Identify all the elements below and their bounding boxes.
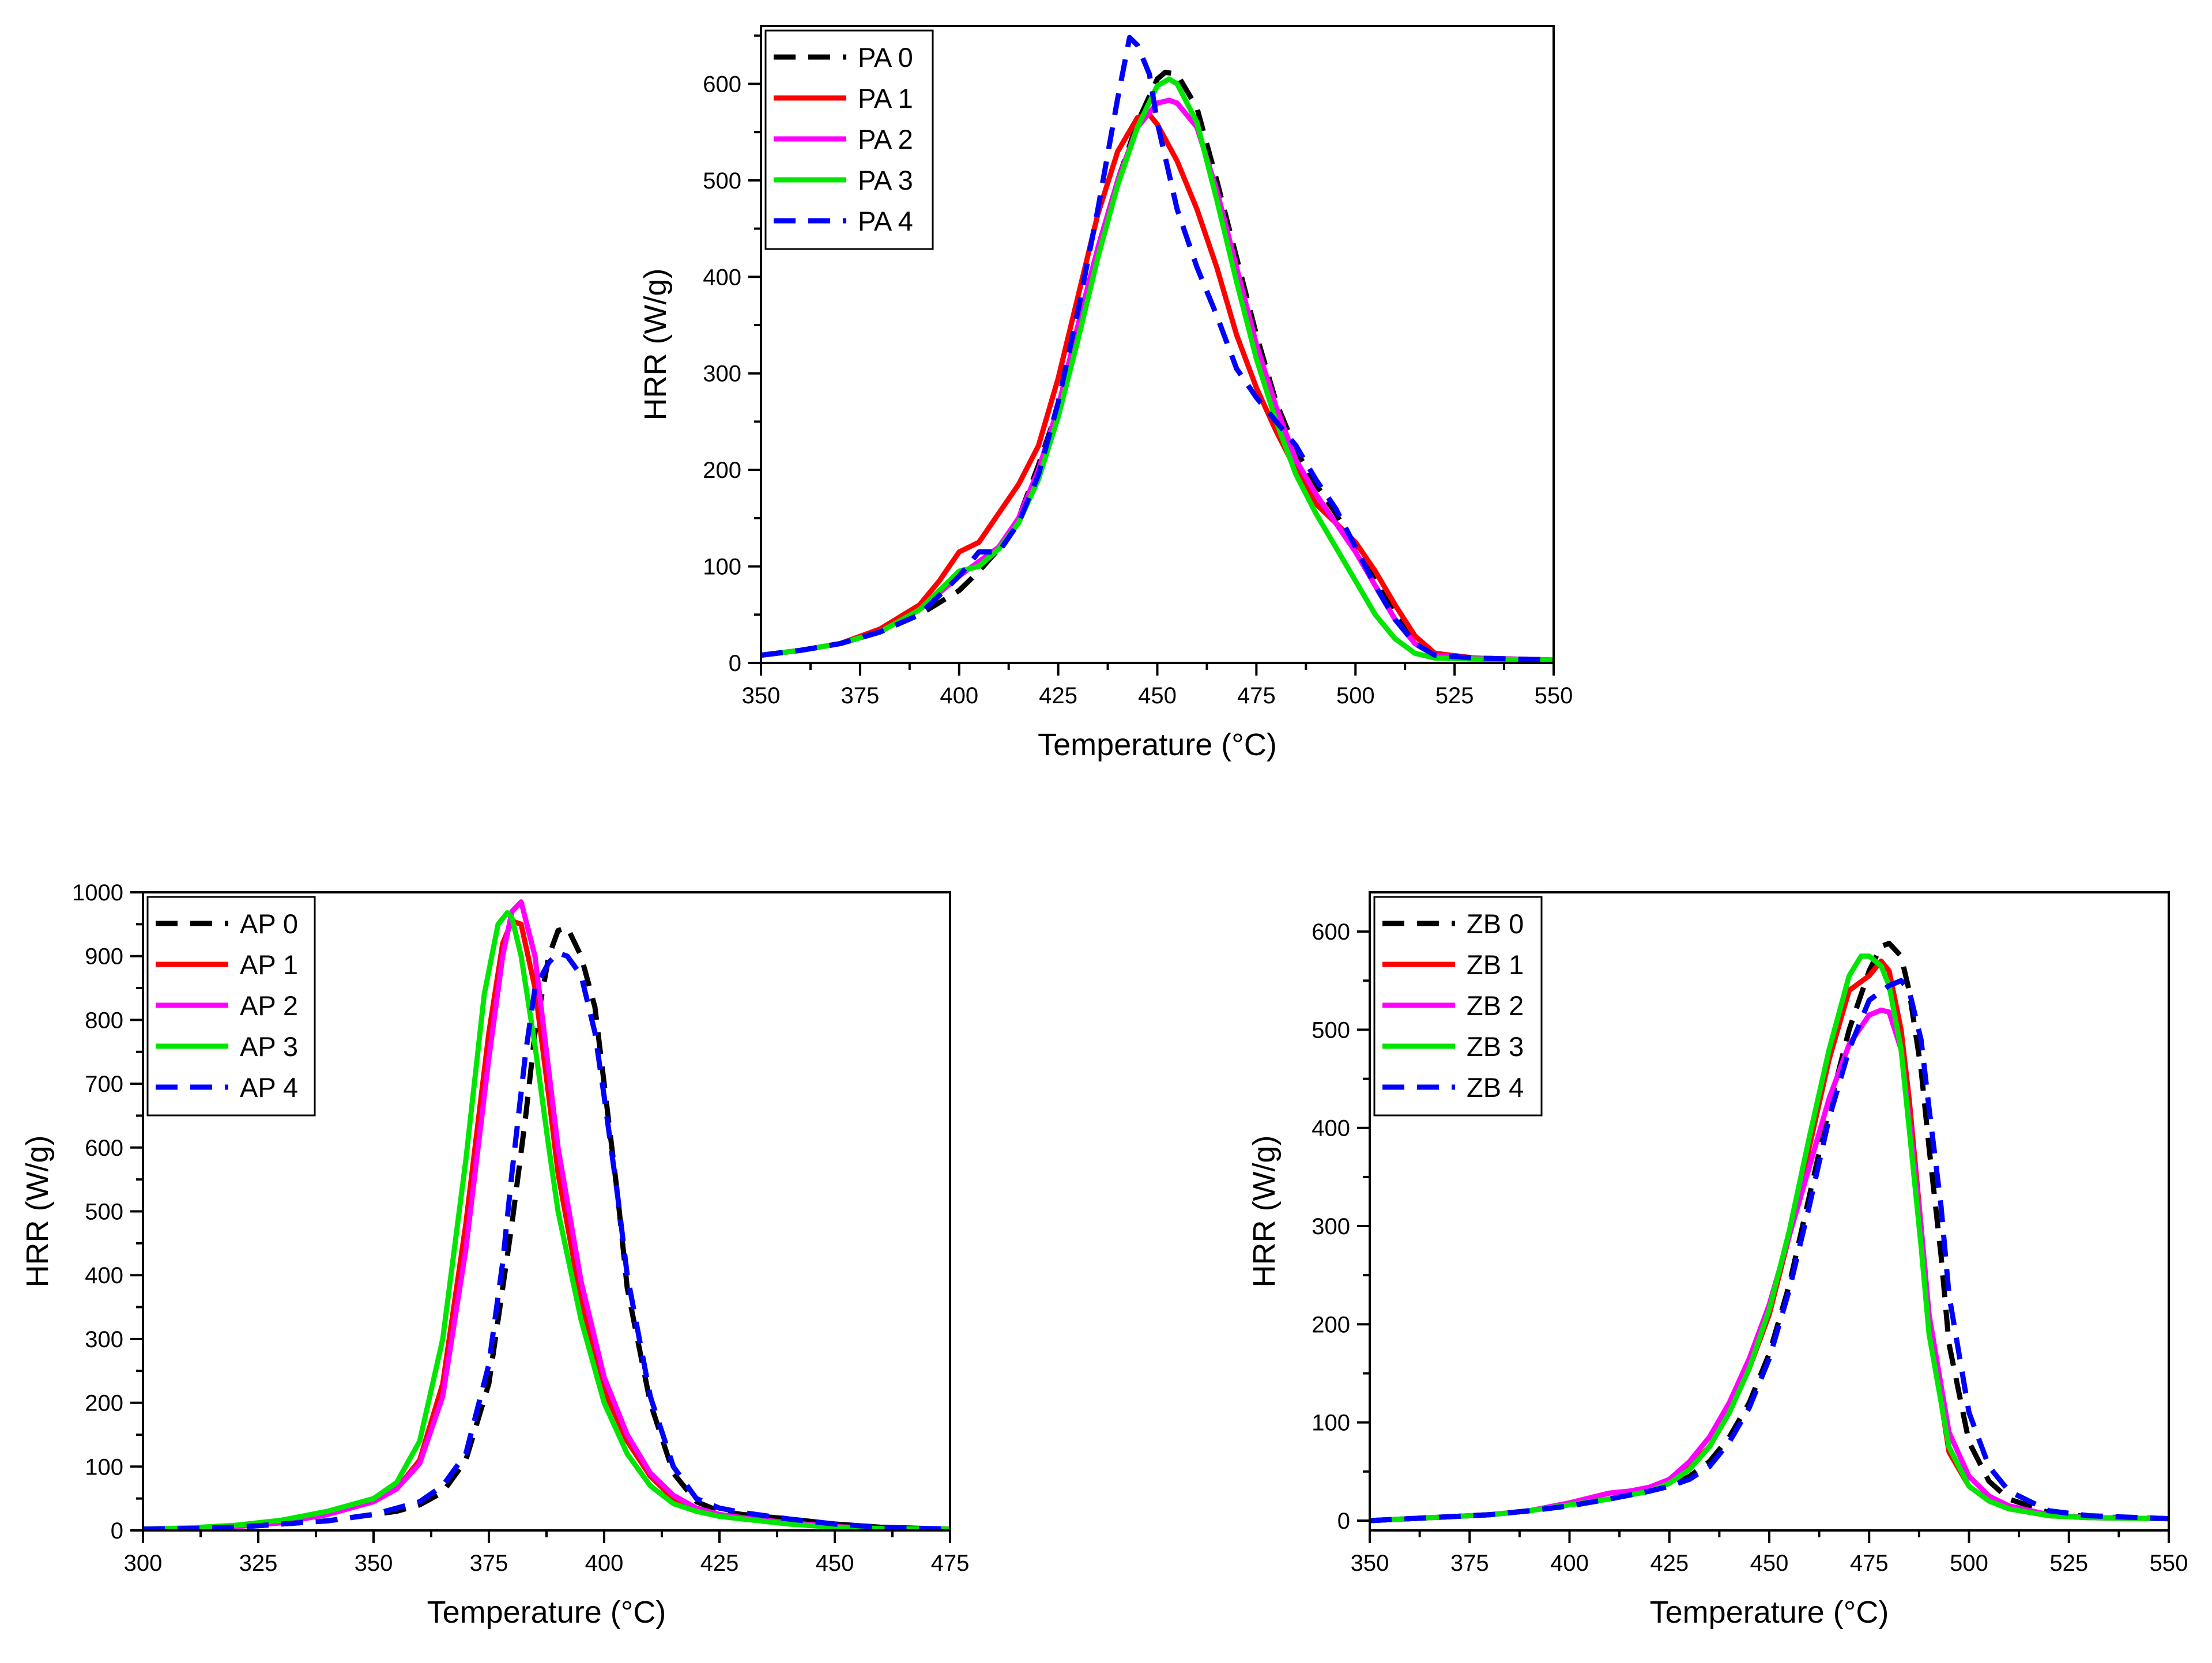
ap-legend: AP 0 AP 1 AP 2 AP 3 AP 4 [146, 896, 316, 1117]
zb-x-tick-label: 375 [1450, 1551, 1489, 1576]
ap-y-tick-label: 300 [85, 1327, 123, 1352]
pa-series-group [761, 35, 1554, 663]
ap-plot-frame [142, 891, 951, 1532]
zb-y-axis-title: HRR (W/g) [1247, 1136, 1282, 1288]
ap-y-tick-label: 200 [85, 1391, 123, 1416]
pa-chart: 350 375 400 425 450 475 500 525 550 0 100 200 300 400… [638, 25, 1573, 762]
pa-y-tick-label: 0 [729, 651, 741, 676]
pa-x-axis-title: Temperature (°C) [1038, 727, 1277, 762]
zb-x-axis-title: Temperature (°C) [1650, 1595, 1889, 1630]
ap-x-tick-label: 450 [816, 1551, 854, 1576]
zb-y-tick-label: 300 [1312, 1214, 1350, 1239]
ap-series-line-ap-0 [143, 925, 950, 1530]
pa-series-line-pa-4 [761, 35, 1554, 663]
ap-y-tick-label: 800 [85, 1008, 123, 1033]
zb-x-tick-label: 450 [1750, 1551, 1789, 1576]
zb-x-tick-label: 350 [1351, 1551, 1389, 1576]
zb-legend-label: ZB 2 [1467, 990, 1524, 1021]
ap-y-tick-label: 500 [85, 1200, 123, 1225]
pa-x-tick-label: 450 [1138, 683, 1177, 708]
ap-series-line-ap-4 [143, 950, 950, 1530]
pa-x-tick-label: 525 [1435, 683, 1474, 708]
ap-legend-label: AP 0 [240, 908, 298, 939]
ap-y-axis-title: HRR (W/g) [20, 1136, 55, 1288]
pa-y-tick-label: 500 [703, 168, 741, 194]
pa-legend: PA 0 PA 1 PA 2 PA 3 PA 4 [764, 29, 934, 250]
pa-y-tick-label: 400 [703, 265, 741, 290]
pa-x-tick-label: 400 [940, 683, 978, 708]
pa-y-tick-label: 100 [703, 555, 741, 580]
ap-legend-label: AP 4 [240, 1072, 298, 1103]
pa-x-tick-label: 475 [1237, 683, 1276, 708]
ap-x-tick-label: 375 [470, 1551, 508, 1576]
ap-x-tick-label: 325 [239, 1551, 278, 1576]
pa-legend-label: PA 4 [858, 206, 913, 236]
zb-y-tick-label: 0 [1337, 1509, 1350, 1534]
pa-legend-label: PA 2 [858, 124, 913, 154]
zb-series-group [1370, 941, 2169, 1524]
ap-x-tick-label: 425 [700, 1551, 739, 1576]
zb-legend-label: ZB 4 [1467, 1072, 1524, 1103]
zb-y-tick-label: 200 [1312, 1312, 1350, 1337]
zb-x-tick-label: 550 [2150, 1551, 2188, 1576]
zb-y-tick-label: 500 [1312, 1017, 1350, 1043]
ap-series-group [143, 899, 950, 1530]
zb-chart: 350 375 400 425 450 475 500 525 550 0 100 200 300 400… [1247, 891, 2188, 1630]
zb-y-tick-label: 400 [1312, 1116, 1350, 1141]
zb-x-tick-label: 525 [2049, 1551, 2088, 1576]
zb-series-line-zb-4 [1370, 978, 2169, 1524]
pa-y-tick-label: 600 [703, 71, 741, 97]
ap-x-tick-label: 400 [585, 1551, 624, 1576]
pa-legend-label: PA 0 [858, 42, 913, 73]
ap-y-tick-label: 0 [111, 1518, 123, 1544]
zb-legend: ZB 0 ZB 1 ZB 2 ZB 3 ZB 4 [1373, 896, 1543, 1117]
zb-legend-label: ZB 1 [1467, 949, 1524, 980]
ap-y-tick-label: 400 [85, 1263, 123, 1288]
pa-legend-label: PA 3 [858, 165, 913, 195]
ap-x-tick-label: 475 [931, 1551, 970, 1576]
zb-x-tick-label: 425 [1650, 1551, 1689, 1576]
ap-y-tick-label: 900 [85, 944, 123, 970]
zb-x-tick-label: 500 [1950, 1551, 1988, 1576]
ap-series-line-ap-3 [143, 910, 950, 1530]
ap-x-tick-label: 350 [355, 1551, 393, 1576]
pa-x-tick-label: 425 [1039, 683, 1077, 708]
ap-y-tick-label: 700 [85, 1072, 123, 1097]
ap-x-axis-title: Temperature (°C) [427, 1595, 666, 1630]
zb-y-tick-label: 600 [1312, 919, 1350, 945]
zb-x-tick-label: 475 [1850, 1551, 1889, 1576]
ap-legend-label: AP 1 [240, 949, 298, 980]
ap-legend-label: AP 2 [240, 990, 298, 1021]
pa-x-tick-label: 375 [841, 683, 880, 708]
ap-chart: 300 325 350 375 400 425 450 475 0 100 200 300 400 500… [20, 880, 969, 1630]
pa-plot-frame [760, 25, 1555, 664]
pa-y-axis-title: HRR (W/g) [638, 269, 673, 421]
ap-y-tick-label: 100 [85, 1454, 123, 1480]
pa-x-tick-label: 500 [1336, 683, 1375, 708]
zb-legend-label: ZB 3 [1467, 1031, 1524, 1062]
pa-x-tick-label: 550 [1535, 683, 1573, 708]
pa-series-line-pa-1 [761, 112, 1554, 663]
pa-y-tick-label: 300 [703, 361, 741, 387]
ap-y-tick-label: 1000 [72, 880, 123, 906]
pa-x-tick-label: 350 [742, 683, 781, 708]
zb-series-line-zb-2 [1370, 1007, 2169, 1524]
ap-x-tick-label: 300 [124, 1551, 163, 1576]
ap-y-tick-label: 600 [85, 1136, 123, 1161]
zb-x-tick-label: 400 [1550, 1551, 1589, 1576]
pa-legend-label: PA 1 [858, 83, 913, 114]
zb-plot-frame [1369, 891, 2170, 1532]
zb-y-tick-label: 100 [1312, 1411, 1350, 1436]
pa-y-tick-label: 200 [703, 458, 741, 483]
ap-legend-label: AP 3 [240, 1031, 298, 1062]
zb-legend-label: ZB 0 [1467, 908, 1524, 939]
